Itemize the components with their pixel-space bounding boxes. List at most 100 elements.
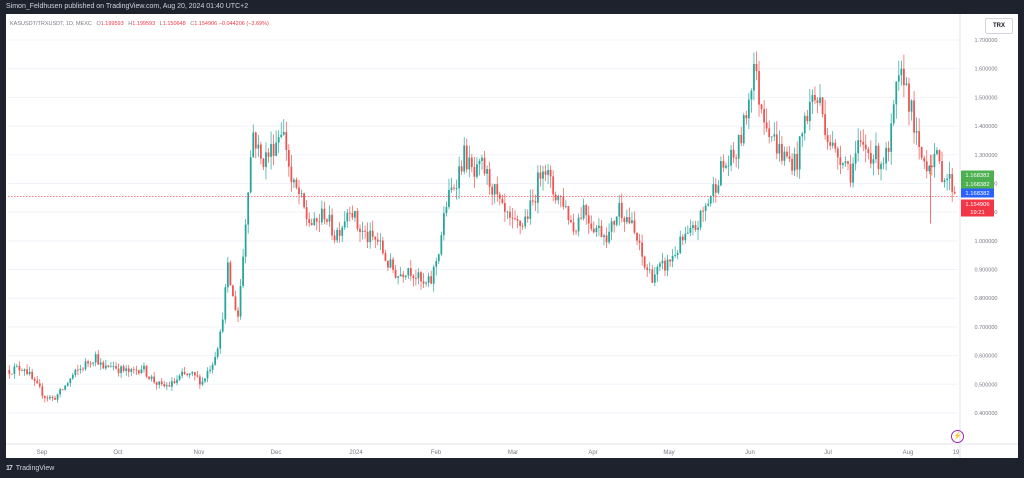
candle-body xyxy=(366,231,369,243)
candle-body xyxy=(476,164,478,177)
candle-body xyxy=(262,158,265,168)
candle-body xyxy=(506,211,509,213)
candle-body xyxy=(115,366,117,369)
candle-body xyxy=(887,147,890,152)
candle-body xyxy=(836,148,839,158)
legend-low: 1.150648 xyxy=(162,21,186,27)
candle-body xyxy=(282,131,285,135)
candle-body xyxy=(590,223,593,229)
candle-body xyxy=(598,225,600,228)
candle-body xyxy=(811,95,814,102)
candlestick-chart[interactable]: 1.700000 1.600000 1.500000 1.400000 1.300000… xyxy=(6,14,1018,458)
candle-body xyxy=(176,379,178,383)
candle-body xyxy=(224,287,227,320)
candle-body xyxy=(272,144,275,156)
candle-body xyxy=(829,141,832,146)
candle-body xyxy=(636,232,638,241)
x-tick-label: Jul xyxy=(824,450,832,456)
candle-body xyxy=(587,215,590,224)
candle-body xyxy=(234,296,237,311)
candle-body xyxy=(600,225,603,238)
candle-body xyxy=(430,276,433,284)
candle-body xyxy=(135,369,138,371)
candle-body xyxy=(374,236,377,240)
candle-body xyxy=(206,371,209,379)
candle-body xyxy=(478,161,481,165)
candle-body xyxy=(412,275,415,279)
candle-body xyxy=(285,131,288,151)
candle-body xyxy=(107,365,110,367)
candle-body xyxy=(679,236,682,253)
candle-body xyxy=(56,394,59,400)
candle-body xyxy=(33,378,36,381)
candle-body xyxy=(481,157,483,162)
candle-body xyxy=(620,202,623,219)
candle-body xyxy=(13,366,16,374)
candle-body xyxy=(720,161,722,186)
candle-body xyxy=(834,142,837,149)
candle-body xyxy=(193,372,196,376)
y-tick-label: 0.700000 xyxy=(975,325,998,331)
candle-body xyxy=(173,381,176,383)
candle-body xyxy=(28,371,31,375)
candle-body xyxy=(445,207,448,214)
candle-body xyxy=(8,369,11,374)
x-tick-label: 2024 xyxy=(349,450,363,456)
candle-body xyxy=(768,128,771,138)
candle-body xyxy=(572,222,575,232)
candle-body xyxy=(903,68,905,86)
x-tick-label: Feb xyxy=(431,450,442,456)
candle-body xyxy=(781,143,783,161)
legend-close-label: C xyxy=(190,21,195,27)
candle-body xyxy=(681,236,684,241)
candle-body xyxy=(666,259,669,271)
compare-symbol-button[interactable]: TRX xyxy=(985,18,1013,34)
x-tick-label: Sep xyxy=(37,450,48,456)
candle-body xyxy=(765,122,768,129)
candle-body xyxy=(875,145,877,160)
candle-body xyxy=(869,152,872,164)
candle-body xyxy=(582,205,585,219)
x-tick-label: Mar xyxy=(508,450,518,456)
candle-body xyxy=(404,275,407,278)
candle-body xyxy=(692,225,694,229)
candle-body xyxy=(160,381,163,385)
candle-body xyxy=(816,100,819,103)
legend-open-label: O xyxy=(96,21,101,27)
candle-body xyxy=(697,227,699,230)
candle-body xyxy=(364,230,366,232)
candle-body xyxy=(440,235,443,255)
legend-high: 1.199593 xyxy=(132,21,156,27)
candle-body xyxy=(145,365,148,377)
candle-body xyxy=(788,156,791,159)
candle-body xyxy=(473,167,476,177)
candle-body xyxy=(595,227,598,233)
candle-body xyxy=(857,140,860,154)
price-tag-label: 1.154906 xyxy=(965,202,989,208)
candle-body xyxy=(394,269,397,278)
candle-body xyxy=(239,285,242,317)
candle-body xyxy=(948,174,951,179)
candle-body xyxy=(491,186,494,195)
candle-body xyxy=(308,219,311,224)
candle-body xyxy=(265,152,267,168)
candle-body xyxy=(580,217,583,219)
candle-body xyxy=(547,169,549,175)
candle-body xyxy=(254,132,257,149)
candle-body xyxy=(631,220,633,224)
candle-body xyxy=(140,369,143,374)
y-tick-label: 1.600000 xyxy=(975,67,998,73)
candle-body xyxy=(895,81,898,105)
candle-body xyxy=(354,210,356,218)
candle-body xyxy=(735,157,738,159)
candle-body xyxy=(397,276,400,278)
y-tick-label: 0.600000 xyxy=(975,354,998,360)
candle-body xyxy=(872,159,875,164)
lightning-icon[interactable]: ⚡ xyxy=(951,430,964,443)
candle-body xyxy=(717,185,720,193)
candle-body xyxy=(69,378,72,384)
candle-body xyxy=(539,172,542,179)
candle-body xyxy=(16,365,18,367)
candle-body xyxy=(432,266,435,284)
candle-body xyxy=(125,368,128,371)
